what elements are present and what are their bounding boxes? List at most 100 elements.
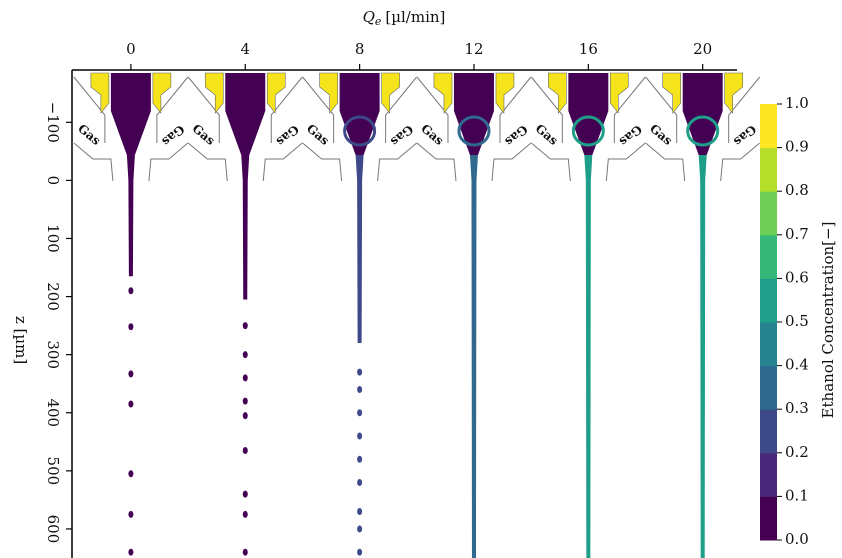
nozzle: Gas Gas (645, 72, 761, 182)
inlet (724, 72, 743, 114)
nozzle: Gas Gas (416, 72, 532, 182)
inlet (495, 72, 515, 114)
gas-label: Gas (616, 122, 644, 149)
colorbar-title: Ethanol Concentration[−] (819, 222, 837, 419)
mixing-zone (571, 115, 605, 147)
nozzle-wall (187, 76, 220, 143)
liquid-cone (110, 73, 151, 155)
inlet (319, 72, 338, 114)
mixing-zone (457, 115, 491, 147)
nozzle-wall (613, 76, 646, 143)
x-tick-label: 8 (355, 40, 365, 58)
droplet (357, 478, 363, 486)
nozzle-wall (645, 76, 678, 143)
y-tick-label: 0 (44, 176, 62, 186)
x-tick-label: 0 (126, 40, 136, 58)
colorbar-band (760, 191, 777, 236)
nozzle-wall (720, 142, 761, 182)
jet (469, 155, 478, 558)
gas-label: Gas (731, 122, 759, 149)
colorbar-band (760, 278, 777, 323)
droplet (357, 508, 363, 516)
colorbar-band (760, 322, 777, 367)
nozzle: Gas Gas (302, 72, 418, 182)
nozzle-wall (302, 142, 343, 182)
gas-label: Gas (273, 122, 301, 149)
nozzle-wall (499, 76, 532, 143)
mixing-zone (343, 115, 377, 147)
nozzle-wall (262, 142, 303, 182)
nozzle-wall (530, 76, 563, 143)
droplet (242, 510, 248, 518)
y-tick-label: 200 (44, 282, 62, 311)
nozzle-wall (416, 76, 449, 143)
gas-label: Gas (75, 121, 103, 148)
jet (698, 155, 707, 558)
droplet (242, 447, 248, 455)
x-axis-title: Qe [µl/min] (363, 8, 446, 28)
droplet (128, 470, 134, 478)
colorbar-band (760, 365, 777, 410)
colorbar-band (760, 496, 777, 541)
droplet (128, 548, 134, 556)
inlet (610, 72, 629, 114)
nozzle-wall (377, 142, 417, 182)
droplet (357, 409, 363, 417)
colorbar-band (760, 234, 777, 279)
mixing-zone (686, 115, 720, 147)
nozzle-wall (302, 76, 335, 143)
inlet (266, 72, 286, 114)
droplet (242, 322, 248, 330)
nozzle-wall (491, 142, 532, 182)
droplet (242, 412, 248, 420)
inlet (90, 72, 110, 114)
droplet (128, 287, 134, 295)
nozzle-wall (728, 76, 761, 143)
y-tick-label: 300 (44, 340, 62, 369)
droplet (357, 386, 363, 394)
colorbar-tick-label: 0.8 (785, 181, 809, 199)
nozzle-wall (73, 76, 106, 143)
nozzle-wall (605, 142, 646, 182)
droplet (357, 368, 363, 376)
inlet (381, 72, 400, 114)
nozzle-wall (187, 142, 228, 182)
colorbar-tick-label: 0.0 (785, 530, 809, 548)
inlet (548, 72, 567, 114)
jet (584, 155, 593, 558)
gas-label: Gas (533, 121, 561, 148)
droplet (128, 323, 134, 331)
liquid-cone (225, 73, 266, 155)
x-tick-label: 16 (579, 40, 598, 58)
droplet (242, 490, 248, 498)
jet (241, 155, 250, 300)
colorbar-tick-label: 1.0 (785, 94, 809, 112)
colorbar-band (760, 452, 777, 497)
droplet (128, 370, 134, 378)
nozzle-wall (156, 76, 189, 143)
colorbar-tick-label: 0.2 (785, 443, 809, 461)
x-tick-label: 4 (240, 40, 250, 58)
nozzle-wall (73, 142, 114, 182)
liquid-cone (568, 73, 609, 155)
colorbar-band (760, 147, 777, 192)
droplet (242, 374, 248, 382)
y-tick-label: 600 (44, 515, 62, 544)
gas-label: Gas (502, 122, 530, 149)
nozzle-wall (148, 142, 189, 182)
jet (126, 155, 135, 277)
droplet (128, 510, 134, 518)
gas-label: Gas (647, 121, 675, 148)
inlet (433, 72, 453, 114)
colorbar-tick-label: 0.5 (785, 312, 809, 330)
colorbar-tick-label: 0.7 (785, 225, 809, 243)
colorbar-tick-label: 0.1 (785, 486, 809, 504)
y-tick-label: 500 (44, 457, 62, 486)
inlet (204, 72, 224, 114)
nozzle-wall (385, 76, 418, 143)
colorbar-tick-label: 0.4 (785, 356, 809, 374)
y-tick-label: 100 (44, 224, 62, 253)
colorbar-band (760, 409, 777, 454)
nozzle-wall (416, 142, 457, 182)
